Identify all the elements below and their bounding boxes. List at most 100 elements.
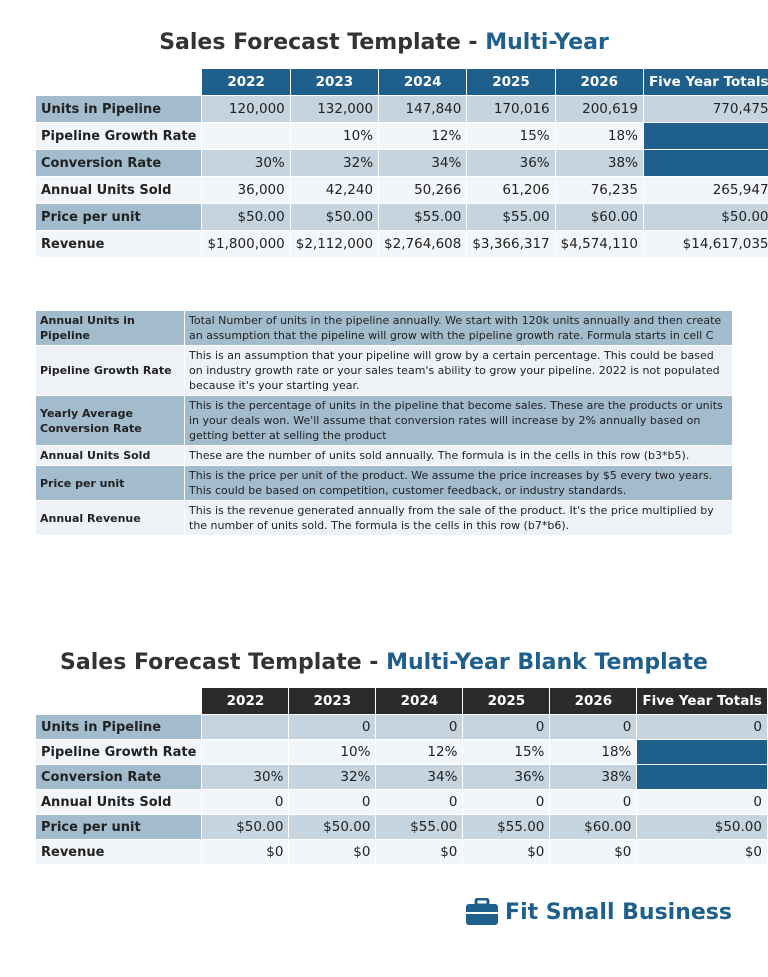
title: Sales Forecast Template - Multi-Year [0,30,768,55]
row-label: Annual Units Sold [36,177,202,203]
desc-label: Price per unit [36,466,184,500]
cell: 34% [379,150,467,176]
row: Conversion Rate 30% 32% 34% 36% 38% [36,765,767,789]
desc-row: Annual Units in Pipeline Total Number of … [36,311,732,345]
cell: $60.00 [555,204,643,230]
cell: 38% [555,150,643,176]
row: Annual Units Sold 36,000 42,240 50,266 61,20… [36,177,768,203]
row-label: Annual Units Sold [36,790,202,814]
cell [202,740,289,764]
description-table: Annual Units in Pipeline Total Number of … [35,310,733,536]
cell [202,123,290,149]
row-label: Price per unit [36,815,202,839]
cell: $0 [637,840,767,864]
header-row: 2022 2023 2024 2025 2026 Five Year Totals [36,69,768,95]
desc-text: This is the price per unit of the produc… [185,466,732,500]
cell: 12% [376,740,463,764]
cell: 200,619 [555,96,643,122]
cell: $4,574,110 [555,231,643,257]
row: Annual Units Sold 0 0 0 0 0 0 [36,790,767,814]
cell: 265,947 [643,177,768,203]
corner [36,69,201,95]
cell: 0 [289,715,376,739]
desc-row: Yearly Average Conversion Rate This is th… [36,396,732,445]
cell: 10% [289,740,376,764]
cell: 30% [202,765,289,789]
header-cell: 2022 [202,688,289,714]
cell: $50.00 [202,204,290,230]
cell: $0 [550,840,637,864]
row: Price per unit $50.00 $50.00 $55.00 $55.00 $6… [36,815,767,839]
cell: 132,000 [290,96,379,122]
cell: 170,016 [467,96,555,122]
desc-text: This is the percentage of units in the p… [185,396,732,445]
cell [643,123,768,149]
row-label: Pipeline Growth Rate [36,123,202,149]
row: Conversion Rate 30% 32% 34% 36% 38% [36,150,768,176]
cell: 0 [376,715,463,739]
cell: 38% [550,765,637,789]
desc-text: This is an assumption that your pipeline… [185,346,732,395]
cell: $3,366,317 [467,231,555,257]
desc-text: This is the revenue generated annually f… [185,501,732,535]
forecast-table: 2022 2023 2024 2025 2026 Five Year Totals Unit… [35,68,768,258]
header-cell: 2025 [467,69,555,95]
corner [36,688,201,714]
cell: 32% [289,765,376,789]
cell [637,765,767,789]
cell: $2,112,000 [290,231,379,257]
cell: 36% [467,150,555,176]
cell: 18% [550,740,637,764]
cell: 0 [550,790,637,814]
cell: 0 [637,790,767,814]
cell: 36,000 [202,177,290,203]
desc-label: Pipeline Growth Rate [36,346,184,395]
cell: 0 [463,715,550,739]
header-row: 2022 2023 2024 2025 2026 Five Year Totals [36,688,767,714]
cell: $55.00 [379,204,467,230]
cell: 0 [202,790,289,814]
cell: 0 [637,715,767,739]
desc-row: Annual Revenue This is the revenue genera… [36,501,732,535]
cell: $0 [202,840,289,864]
cell: 61,206 [467,177,555,203]
desc-row: Pipeline Growth Rate This is an assumptio… [36,346,732,395]
cell: 30% [202,150,290,176]
cell: $50.00 [202,815,289,839]
desc-row: Price per unit This is the price per unit… [36,466,732,500]
cell: 0 [376,790,463,814]
blank-table: 2022 2023 2024 2025 2026 Five Year Totals Unit… [35,687,768,865]
cell: 10% [290,123,379,149]
cell: $0 [463,840,550,864]
cell: $55.00 [467,204,555,230]
row-label: Revenue [36,840,202,864]
cell: $60.00 [550,815,637,839]
title-accent: Multi-Year [485,30,609,55]
desc-label: Annual Revenue [36,501,184,535]
cell: 76,235 [555,177,643,203]
desc-text: These are the number of units sold annua… [185,446,732,465]
header-cell: 2026 [555,69,643,95]
row: Pipeline Growth Rate 10% 12% 15% 18% [36,740,767,764]
logo-icon [466,898,499,925]
cell: 12% [379,123,467,149]
cell: $50.00 [643,204,768,230]
desc-label: Annual Units Sold [36,446,184,465]
cell: 32% [290,150,379,176]
header-cell: Five Year Totals [643,69,768,95]
cell: $0 [289,840,376,864]
logo: Fit Small Business [465,898,732,926]
cell: $14,617,035 [643,231,768,257]
row-label: Revenue [36,231,202,257]
cell: $2,764,608 [379,231,467,257]
cell: $55.00 [463,815,550,839]
title-accent: Multi-Year Blank Template [386,650,708,675]
row: Revenue $0 $0 $0 $0 $0 $0 [36,840,767,864]
row: Revenue $1,800,000 $2,112,000 $2,764,608 $3,… [36,231,768,257]
cell: 42,240 [290,177,379,203]
header-cell: 2025 [463,688,550,714]
desc-label: Annual Units in Pipeline [36,311,184,345]
cell [637,740,767,764]
row-label: Conversion Rate [36,150,202,176]
cell: 15% [467,123,555,149]
